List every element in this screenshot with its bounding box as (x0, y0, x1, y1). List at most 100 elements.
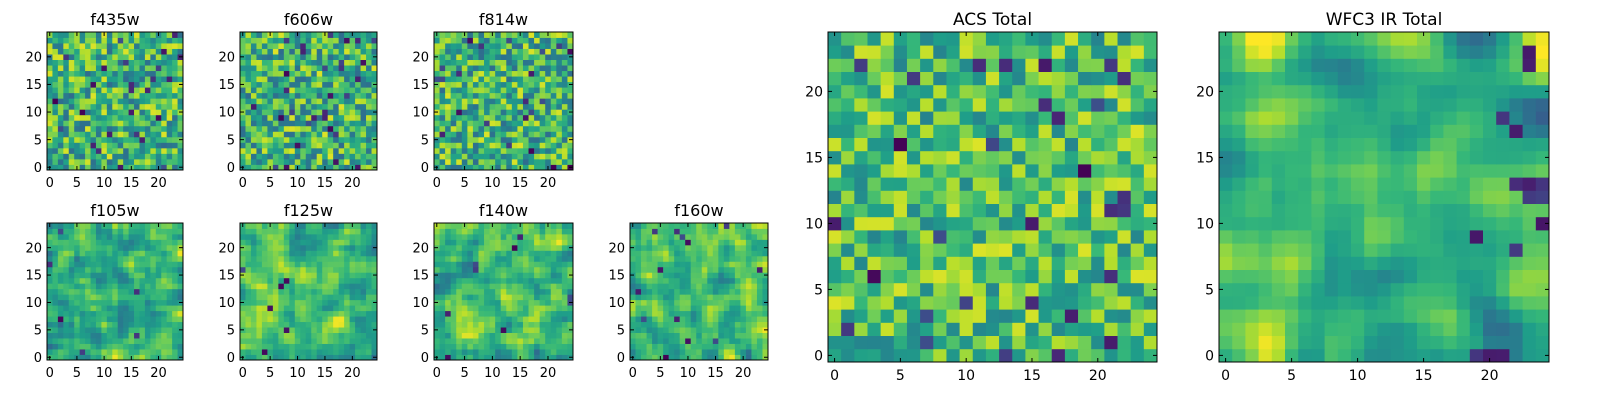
heatmap-cell (506, 299, 513, 306)
heatmap-cell (95, 103, 102, 110)
heatmap-cell (679, 250, 686, 257)
heatmap-cell (300, 332, 307, 339)
heatmap-cell (478, 98, 485, 105)
heatmap-cell (316, 332, 323, 339)
heatmap-cell (52, 266, 59, 273)
heatmap-cell (333, 299, 340, 306)
heatmap-cell (472, 228, 479, 235)
heatmap-cell (74, 250, 81, 257)
heatmap-cell (489, 136, 496, 143)
heatmap-cell (1130, 296, 1145, 310)
heatmap-cell (79, 70, 86, 77)
heatmap-cell (305, 131, 312, 138)
heatmap-cell (52, 316, 59, 323)
heatmap-cell (567, 321, 574, 328)
heatmap-cell (144, 261, 151, 268)
heatmap-cell (322, 103, 329, 110)
heatmap-cell (946, 216, 960, 231)
heatmap-cell (751, 244, 758, 251)
heatmap-cell (344, 327, 350, 333)
heatmap-cell (177, 87, 184, 94)
heatmap-cell (495, 354, 502, 361)
heatmap-cell (522, 338, 529, 344)
heatmap-cell (338, 261, 345, 268)
heatmap-cell (854, 150, 868, 165)
heatmap-cell (144, 87, 151, 94)
heatmap-cell (854, 230, 868, 244)
heatmap-cell (723, 327, 730, 333)
heatmap-cell (972, 309, 987, 323)
heatmap-cell (500, 266, 507, 273)
heatmap-cell (355, 142, 361, 149)
heatmap-cell (338, 98, 345, 105)
heatmap-cell (300, 343, 307, 350)
heatmap-cell (283, 120, 290, 127)
heatmap-cell (79, 76, 86, 83)
heatmap-cell (278, 158, 285, 165)
heatmap-cell (550, 120, 557, 127)
heatmap-cell (734, 239, 741, 246)
heatmap-cell (439, 158, 446, 165)
heatmap-cell (439, 87, 446, 94)
heatmap-cell (101, 288, 108, 295)
heatmap-cell (445, 142, 452, 149)
heatmap-cell (1012, 256, 1026, 270)
heatmap-cell (95, 109, 102, 116)
y-tick-label: 0 (227, 351, 235, 366)
heatmap-cell (556, 54, 563, 60)
heatmap-cell (63, 349, 70, 355)
heatmap-cell (256, 327, 263, 333)
heatmap-cell (933, 256, 947, 270)
heatmap-cell (272, 125, 279, 132)
heatmap-cell (495, 164, 502, 171)
heatmap-cell (52, 48, 59, 55)
heatmap-cell (550, 277, 557, 284)
heatmap-cell (668, 266, 675, 273)
heatmap-cell (1104, 177, 1118, 191)
heatmap-cell (289, 299, 296, 306)
heatmap-cell (841, 177, 855, 191)
heatmap-cell (495, 244, 502, 251)
heatmap-cell (63, 87, 70, 94)
heatmap-cell (250, 125, 257, 132)
heatmap-cell (528, 48, 535, 55)
heatmap-cell (467, 70, 474, 77)
heatmap-cell (256, 310, 263, 317)
heatmap-cell (756, 354, 763, 361)
heatmap-cell (283, 136, 290, 143)
heatmap-cell (90, 131, 97, 138)
heatmap-cell (95, 310, 102, 317)
heatmap-cell (316, 59, 323, 66)
heatmap-cell (366, 354, 372, 361)
heatmap-cell (177, 316, 184, 323)
heatmap-cell (690, 327, 697, 333)
heatmap-cell (166, 81, 173, 88)
heatmap-cell (57, 109, 64, 116)
heatmap-cell (506, 305, 513, 312)
heatmap-cell (561, 261, 568, 268)
heatmap-cell (561, 255, 568, 262)
heatmap-cell (150, 153, 157, 160)
heatmap-cell (461, 98, 468, 105)
heatmap-cell (316, 109, 323, 116)
heatmap-cell (101, 349, 108, 355)
heatmap-cell (90, 343, 97, 350)
heatmap-cell (47, 250, 53, 257)
heatmap-cell (880, 309, 895, 323)
heatmap-cell (685, 228, 692, 235)
heatmap-cell (734, 255, 741, 262)
heatmap-cell (439, 114, 446, 121)
heatmap-cell (674, 283, 681, 290)
heatmap-cell (117, 277, 124, 284)
heatmap-cell (450, 272, 457, 279)
heatmap-cell (657, 233, 664, 240)
heatmap-cell (539, 305, 546, 312)
heatmap-cell (177, 223, 184, 229)
heatmap-cell (522, 147, 529, 154)
heatmap-cell (1012, 230, 1026, 244)
heatmap-cell (1078, 322, 1092, 336)
heatmap-cell (762, 261, 769, 268)
y-tick-label: 15 (25, 269, 42, 284)
heatmap-cell (445, 250, 452, 257)
